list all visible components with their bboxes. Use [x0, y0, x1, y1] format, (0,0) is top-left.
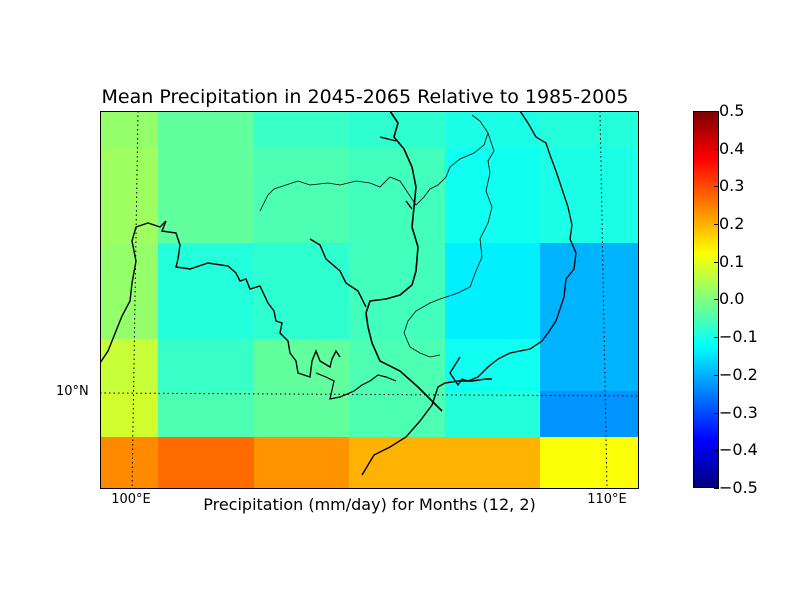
grid-cell [100, 437, 159, 489]
chart-title: Mean Precipitation in 2045-2065 Relative… [101, 86, 629, 108]
grid-cell [445, 243, 541, 340]
map-svg [100, 111, 639, 489]
grid-cell [254, 339, 350, 392]
grid-cell [445, 339, 541, 392]
map-frame [100, 111, 639, 489]
lon-label-100E: 100°E [111, 492, 151, 507]
river-course [365, 111, 443, 412]
coastline-west [100, 220, 341, 378]
grid-cell [540, 148, 639, 244]
colorbar [693, 111, 719, 488]
grid-cell [100, 243, 159, 340]
grid-cell [349, 339, 446, 392]
colorbar-tick-label: 0.2 [713, 214, 745, 233]
grid-cell [254, 148, 350, 244]
colorbar-tick-label: 0.5 [713, 101, 745, 120]
grid-cell [349, 437, 446, 489]
colorbar-ticks: 0.5 0.4 0.3 0.2 0.1 0.0 −0.1 −0.2 −0.3 −… [713, 101, 779, 497]
grid-cell [540, 111, 639, 149]
grid-cell [540, 339, 639, 392]
grid-cell [445, 111, 541, 149]
colorbar-tick-label: 0.4 [713, 139, 745, 158]
grid-cell [445, 391, 541, 438]
colorbar-tick-label: 0.3 [713, 176, 745, 195]
lat-label-10N: 10°N [56, 384, 89, 399]
graticule [100, 111, 639, 489]
vietnam-coast [449, 111, 577, 387]
grid-cell [540, 243, 639, 340]
river-branch [309, 136, 413, 308]
grid-cell [158, 148, 255, 244]
meridian-110E [599, 111, 608, 489]
grid-cell [158, 243, 255, 340]
coastlines [100, 111, 577, 476]
colorbar-tick-label: 0.1 [713, 252, 745, 271]
mekong-delta-coast [361, 378, 492, 476]
grid-cell [158, 437, 255, 489]
grid-cell [254, 437, 350, 489]
grid-cell [445, 437, 541, 489]
map-panel [100, 111, 639, 489]
grid-cell [254, 243, 350, 340]
grid-cell [349, 391, 446, 438]
lon-label-110E: 110°E [587, 492, 627, 507]
colorbar-tick-label: −0.5 [714, 478, 758, 497]
grid-cell [158, 339, 255, 392]
grid-cell [445, 148, 541, 244]
grid-cell [254, 111, 350, 149]
x-axis-label: Precipitation (mm/day) for Months (12, 2… [203, 495, 536, 514]
grid-cell [100, 111, 159, 149]
grid-cell [540, 391, 639, 438]
grid-cell [158, 391, 255, 438]
coastline-southwest [315, 372, 397, 400]
grid-cell [349, 243, 446, 340]
grid-cell [349, 148, 446, 244]
national-border [259, 114, 495, 358]
colorbar-tick-label: −0.2 [714, 365, 758, 384]
grid-cell [540, 437, 639, 489]
colorbar-tick-label: 0.0 [713, 289, 745, 308]
grid-cell [158, 111, 255, 149]
grid-cell [100, 339, 159, 392]
colorbar-tick-label: −0.3 [714, 403, 758, 422]
meridian-100E [131, 111, 139, 489]
colorbar-tick-label: −0.1 [714, 327, 758, 346]
grid-cell [349, 111, 446, 149]
colorbar-tick-label: −0.4 [714, 440, 758, 459]
grid-cell [100, 148, 159, 244]
grid-cell [100, 391, 159, 438]
precipitation-grid [100, 111, 639, 489]
